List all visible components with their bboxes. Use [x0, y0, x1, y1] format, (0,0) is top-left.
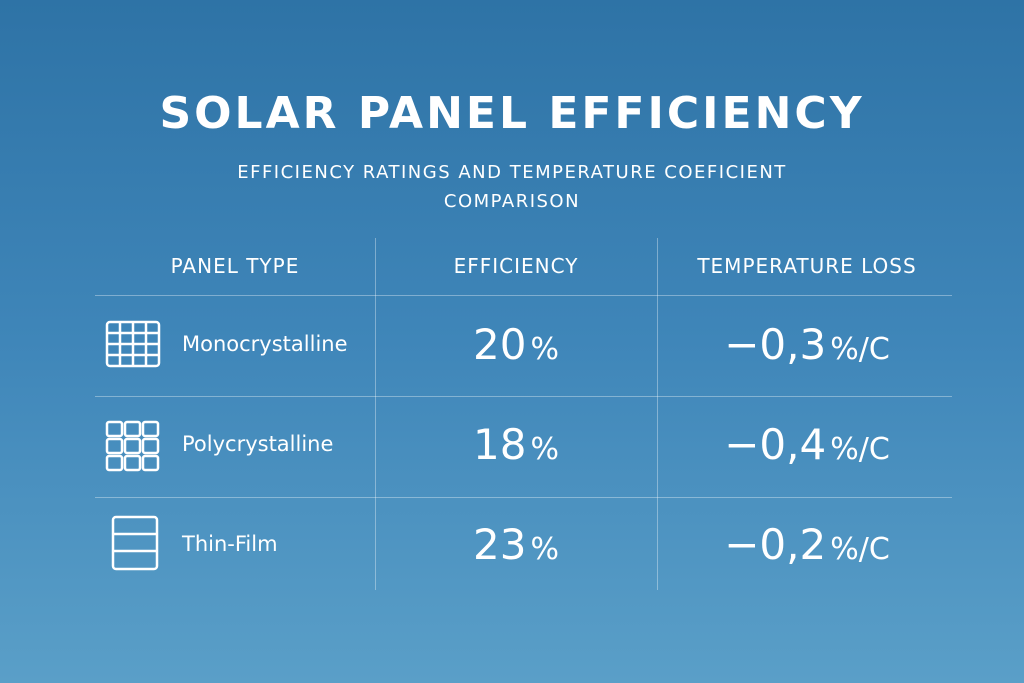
column-header: TEMPERATURE LOSS: [697, 254, 917, 278]
efficiency-unit: %: [530, 532, 559, 567]
temperature-unit: %/C: [830, 332, 890, 367]
subtitle: EFFICIENCY RATINGS AND TEMPERATURE COEFI…: [237, 162, 787, 212]
temperature-unit: %/C: [830, 532, 890, 567]
efficiency-unit: %: [530, 432, 559, 467]
panel-type: Monocrystalline: [182, 332, 348, 356]
efficiency-unit: %: [530, 332, 559, 367]
column-header: EFFICIENCY: [453, 254, 579, 278]
temperature-unit: %/C: [830, 432, 890, 467]
efficiency: 23%: [380, 520, 652, 569]
column-header: PANEL TYPE: [170, 254, 300, 278]
efficiency: 18%: [380, 420, 652, 469]
temperature-number: −0,4: [724, 420, 827, 469]
temperature-number: −0,3: [724, 320, 827, 369]
efficiency-number: 18: [473, 420, 527, 469]
poly-icon: [105, 420, 160, 472]
divider: [657, 238, 658, 590]
efficiency-number: 23: [473, 520, 527, 569]
temperature-loss: −0,4 %/C: [662, 420, 952, 469]
divider: [95, 497, 952, 498]
divider: [375, 238, 376, 590]
efficiency-number: 20: [473, 320, 527, 369]
divider: [95, 295, 952, 296]
efficiency: 20%: [380, 320, 652, 369]
temperature-loss: −0,3 %/C: [662, 320, 952, 369]
mono-icon: [105, 320, 161, 368]
panel-type: Thin-Film: [182, 532, 278, 556]
thin-film-icon: [111, 515, 159, 571]
temperature-number: −0,2: [724, 520, 827, 569]
temperature-loss: −0,2 %/C: [662, 520, 952, 569]
panel-type: Polycrystalline: [182, 432, 334, 456]
title: SOLAR PANEL EFFICIENCY: [159, 88, 865, 139]
divider: [95, 396, 952, 397]
